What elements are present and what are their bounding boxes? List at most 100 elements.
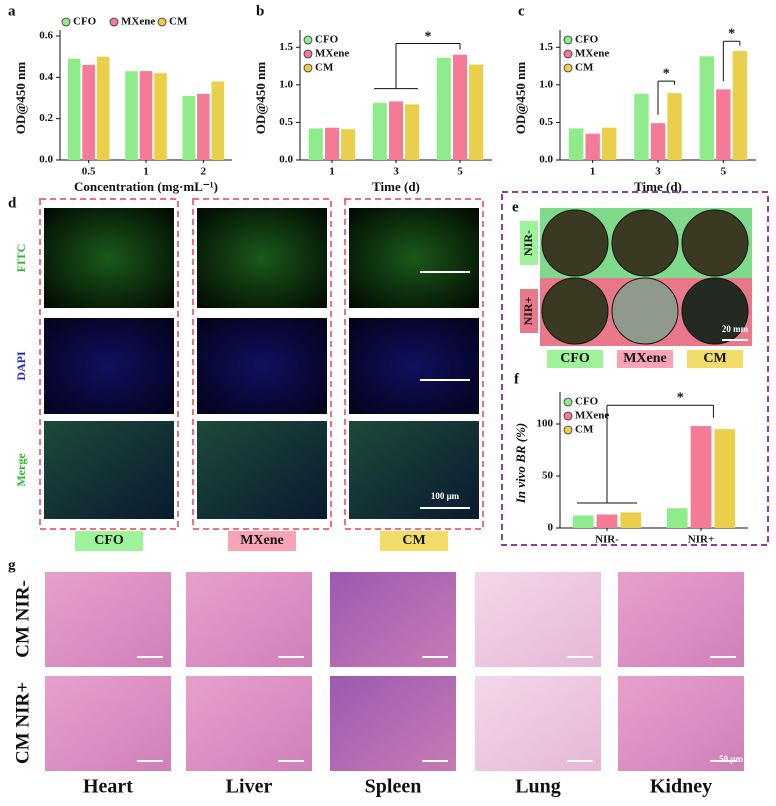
y-tick-label: 1.5 xyxy=(279,41,293,53)
bar xyxy=(732,51,748,160)
label-box xyxy=(687,350,743,368)
legend-marker xyxy=(563,397,573,407)
panel-label: d xyxy=(8,195,17,211)
legend-label: MXene xyxy=(121,16,155,28)
bar xyxy=(634,93,649,160)
bar xyxy=(197,93,210,160)
histology-image xyxy=(45,572,171,667)
panel-label: a xyxy=(8,3,16,19)
label-box xyxy=(75,531,143,551)
micrograph xyxy=(197,208,327,308)
x-tick-label: 1 xyxy=(590,166,596,178)
bar xyxy=(324,127,340,160)
legend-marker xyxy=(109,17,119,27)
legend-label: CFO xyxy=(315,34,339,46)
y-axis-label: OD@450 nm xyxy=(513,62,528,135)
bar xyxy=(182,95,196,160)
x-axis-label: Time (d) xyxy=(372,179,420,194)
row-label: DAPI xyxy=(14,351,28,381)
y-tick-label: 1.0 xyxy=(539,78,553,90)
micrograph xyxy=(349,421,479,519)
bar xyxy=(667,93,682,160)
row-label: CM NIR- xyxy=(12,580,33,658)
legend-marker xyxy=(303,35,313,45)
legend-marker xyxy=(563,425,573,435)
legend-label: MXene xyxy=(575,48,609,60)
x-tick-label: 0.5 xyxy=(82,166,96,178)
label-box xyxy=(228,531,296,551)
micrograph xyxy=(349,208,479,308)
legend-label: CM xyxy=(315,62,334,74)
legend-marker xyxy=(303,49,313,59)
scale-bar-label: 20 mm xyxy=(722,324,749,334)
y-tick-label: 0 xyxy=(548,522,554,534)
legend-label: CM xyxy=(169,16,188,28)
bar xyxy=(585,133,600,160)
panel-frame xyxy=(39,198,179,530)
bar xyxy=(211,81,225,160)
label-box xyxy=(520,289,538,333)
panel-label: e xyxy=(512,199,519,215)
culture-dish xyxy=(611,277,679,345)
legend-label: CFO xyxy=(73,16,97,28)
bar xyxy=(620,512,642,528)
histology-image xyxy=(618,572,744,667)
legend-marker xyxy=(563,63,573,73)
annotation: * xyxy=(677,390,684,405)
bar xyxy=(596,514,618,528)
bar xyxy=(308,128,323,160)
column-label: CFO xyxy=(94,533,124,548)
y-axis-label: OD@450 nm xyxy=(13,62,28,135)
row-label: NIR- xyxy=(521,230,535,256)
legend-label: CM xyxy=(575,424,594,436)
culture-dish xyxy=(681,277,749,345)
column-label: Lung xyxy=(515,776,561,798)
bar xyxy=(154,73,167,160)
y-tick-label: 0.0 xyxy=(39,154,53,166)
legend-label: MXene xyxy=(575,410,609,422)
y-tick-label: 0.5 xyxy=(279,116,293,128)
annotation: * xyxy=(425,30,432,45)
y-tick-label: 0.2 xyxy=(39,112,53,124)
y-tick-label: 100 xyxy=(537,418,554,430)
column-label: Liver xyxy=(226,776,273,798)
annotation: * xyxy=(663,66,670,81)
bar xyxy=(82,64,95,160)
legend-label: MXene xyxy=(315,48,349,60)
legend-marker xyxy=(563,35,573,45)
scale-bar-label: 50 μm xyxy=(719,754,743,764)
histology-image xyxy=(475,572,601,667)
bar xyxy=(572,515,594,528)
panel-label: b xyxy=(256,3,264,19)
y-tick-label: 0.5 xyxy=(539,116,553,128)
label-box xyxy=(547,350,603,368)
micrograph xyxy=(44,318,174,414)
column-label: CFO xyxy=(560,351,590,366)
annotation: * xyxy=(728,26,735,41)
x-tick-label: NIR+ xyxy=(688,534,714,546)
panel-frame xyxy=(192,198,332,530)
x-tick-label: 5 xyxy=(457,166,463,178)
bar xyxy=(714,429,736,528)
bar xyxy=(388,101,404,160)
bar xyxy=(67,58,81,160)
y-tick-label: 50 xyxy=(542,470,554,482)
legend-marker xyxy=(303,63,313,73)
legend-label: CFO xyxy=(575,396,599,408)
bar xyxy=(469,64,484,160)
panel-frame xyxy=(344,198,484,530)
bar xyxy=(405,104,420,160)
bar xyxy=(372,102,387,160)
histology-image xyxy=(475,676,601,771)
panel-label: f xyxy=(514,371,520,387)
micrograph xyxy=(197,318,327,414)
y-tick-label: 0.6 xyxy=(39,30,53,42)
histology-image xyxy=(45,676,171,771)
x-tick-label: 3 xyxy=(393,166,399,178)
micrograph xyxy=(44,421,174,519)
column-label: Kidney xyxy=(650,776,712,798)
label-box xyxy=(520,221,538,265)
legend-marker xyxy=(563,411,573,421)
micrograph xyxy=(44,208,174,308)
